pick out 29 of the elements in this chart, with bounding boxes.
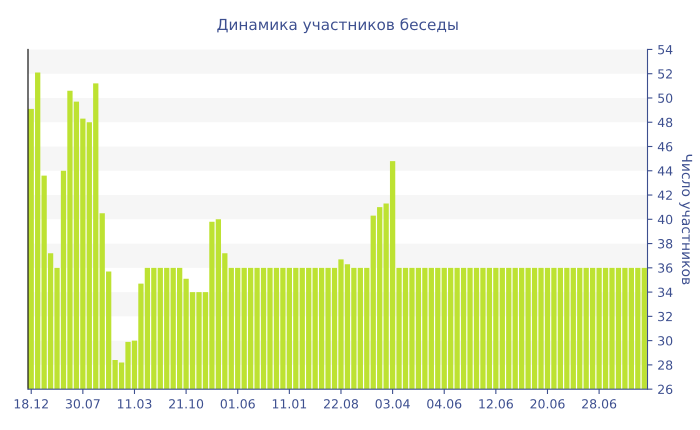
y-tick-label: 30 bbox=[658, 336, 672, 346]
y-axis-title: Число участников bbox=[679, 154, 692, 284]
x-tick-label: 04.06 bbox=[427, 399, 462, 409]
x-tick-label: 28.06 bbox=[582, 399, 616, 409]
x-tick-label: 01.06 bbox=[220, 399, 255, 409]
x-tick-label: 11.01 bbox=[272, 399, 306, 409]
x-tick-label: 18.12 bbox=[14, 399, 48, 409]
chart-title: Динамика участников беседы bbox=[217, 18, 458, 34]
x-tick-label: 12.06 bbox=[479, 399, 513, 409]
x-tick-label: 21.10 bbox=[169, 399, 204, 409]
x-tick-label: 11.03 bbox=[118, 399, 152, 409]
y-tick-label: 34 bbox=[658, 288, 672, 298]
x-tick-label: 20.06 bbox=[530, 399, 565, 409]
y-tick-label: 40 bbox=[658, 214, 672, 224]
y-tick-label: 54 bbox=[658, 45, 672, 54]
y-tick-label: 52 bbox=[658, 69, 672, 79]
x-tick-label: 30.07 bbox=[66, 399, 100, 409]
y-tick-label: 42 bbox=[658, 190, 672, 200]
y-tick-label: 32 bbox=[658, 312, 672, 322]
y-tick-label: 38 bbox=[658, 239, 672, 248]
x-tick-label: 22.08 bbox=[324, 399, 358, 409]
y-tick-label: 50 bbox=[658, 93, 672, 103]
y-tick-label: 36 bbox=[658, 263, 672, 273]
y-tick-label: 26 bbox=[658, 384, 672, 394]
x-tick-label: 03.04 bbox=[376, 399, 410, 409]
y-tick-label: 28 bbox=[658, 360, 672, 370]
y-tick-label: 48 bbox=[658, 118, 672, 128]
y-tick-label: 44 bbox=[658, 166, 672, 176]
y-tick-label: 46 bbox=[658, 142, 672, 152]
